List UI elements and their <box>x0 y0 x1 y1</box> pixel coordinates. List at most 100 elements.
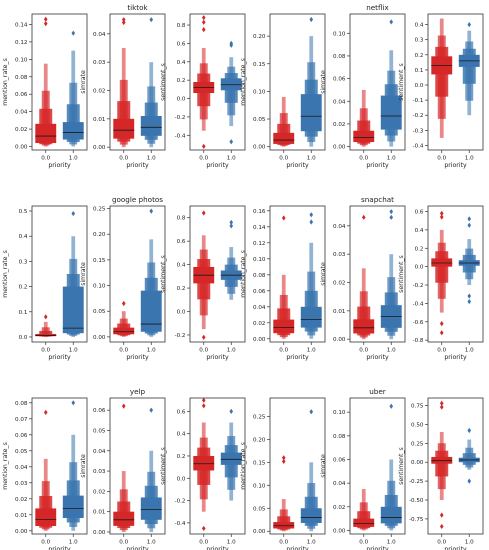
y-tick-label: 0.05 <box>15 449 28 455</box>
x-axis-label: priority <box>366 162 389 169</box>
series-0.0 <box>35 409 57 531</box>
y-tick-label: -0.2 <box>413 283 424 289</box>
series-0.0 <box>193 397 215 532</box>
box-level-4 <box>380 506 402 524</box>
y-tick-label: 0.08 <box>15 401 28 407</box>
y-tick-label: 0.3 <box>19 259 28 265</box>
x-tick-label: 0.0 <box>199 156 208 162</box>
y-tick-label: 0.10 <box>93 284 106 290</box>
box-level-3 <box>435 251 449 283</box>
box-level-4 <box>35 508 57 526</box>
series-0.0 <box>35 314 57 337</box>
outlier-point <box>439 330 444 336</box>
series-1.0 <box>380 19 402 147</box>
subplot-13: 0.00 0.01 0.02 0.03 0.04 0.05 0.06 0.07 0.08 0.0 1… <box>2 397 88 550</box>
y-tick-label: 0.2 <box>415 246 424 252</box>
y-tick-label: 0.10 <box>333 410 346 416</box>
outlier-point <box>121 403 126 409</box>
y-tick-label: 0.00 <box>333 145 346 151</box>
y-tick-label: 0.2 <box>177 454 186 460</box>
y-tick-label: -0.4 <box>413 143 424 149</box>
y-tick-label: -0.25 <box>409 479 424 485</box>
box-level-4 <box>353 319 375 334</box>
outlier-point <box>229 408 234 414</box>
x-tick-label: 1.0 <box>147 348 156 354</box>
series-1.0 <box>458 21 480 116</box>
y-tick-label: 0.04 <box>93 449 106 455</box>
x-tick-label: 0.0 <box>359 540 368 546</box>
x-tick-label: 0.0 <box>279 540 288 546</box>
y-tick-label: 0.00 <box>253 529 266 535</box>
axes-frame <box>189 13 246 151</box>
x-axis-label: priority <box>286 162 309 169</box>
y-axis-label: mention_rate_s <box>2 250 9 298</box>
x-tick-label: 0.0 <box>437 540 446 546</box>
y-tick-label: 0.10 <box>253 257 266 263</box>
box-level-4 <box>353 518 375 527</box>
outlier-point <box>149 17 154 23</box>
series-0.0 <box>273 455 295 532</box>
x-tick-label: 0.0 <box>119 156 128 162</box>
y-axis-label: simrate <box>320 262 327 286</box>
y-axis-label: sentiment_s <box>160 447 167 485</box>
series-1.0 <box>380 403 402 531</box>
outlier-point <box>439 512 444 518</box>
series-1.0 <box>62 30 84 147</box>
x-tick-label: 1.0 <box>387 156 396 162</box>
y-tick-label: 0.8 <box>177 216 186 222</box>
box-level-4 <box>140 497 162 520</box>
outlier-point <box>201 397 206 403</box>
y-tick-label: 0.75 <box>411 404 424 410</box>
outlier-point <box>149 208 154 214</box>
y-tick-label: -0.4 <box>175 521 186 527</box>
subplot-title: snapchat <box>361 195 394 204</box>
series-1.0 <box>300 409 322 532</box>
x-tick-label: 0.0 <box>41 156 50 162</box>
x-axis-label: priority <box>286 354 309 361</box>
y-axis-label: sentiment_s <box>160 255 167 293</box>
outlier-point <box>389 403 394 409</box>
y-axis-label: sentiment_s <box>398 447 405 485</box>
subplot-18: -0.75 -0.50 -0.25 0.00 0.25 0.50 0.75 0.0 1.0pri… <box>398 397 484 550</box>
subplot-1: 0.00 0.02 0.04 0.06 0.08 0.10 0.12 0.14 0.0 1.0pr… <box>2 13 88 169</box>
outlier-point <box>229 139 234 145</box>
subplot-title: google photos <box>112 195 163 204</box>
axes-frame <box>31 13 88 151</box>
box-level-4 <box>62 122 84 140</box>
series-1.0 <box>300 212 322 339</box>
x-tick-label: 0.0 <box>199 540 208 546</box>
y-tick-label: 0.10 <box>333 31 346 37</box>
y-tick-label: 0.15 <box>93 258 106 264</box>
x-axis-label: priority <box>48 546 71 550</box>
outlier-point <box>201 334 206 340</box>
y-tick-label: 0.01 <box>333 309 346 315</box>
y-tick-label: 0.08 <box>15 75 28 81</box>
series-0.0 <box>353 214 375 340</box>
subplot-title: netflix <box>366 3 389 12</box>
subplot-6: -0.4 -0.3 -0.2 -0.1 0.0 0.1 0.2 0.3 0.4 0.0 1.0pri… <box>398 13 484 169</box>
box-level-4 <box>220 452 242 465</box>
y-axis-label: simrate <box>320 454 327 478</box>
outlier-point <box>439 523 444 530</box>
y-tick-label: 0.06 <box>333 77 346 83</box>
series-0.0 <box>113 17 135 148</box>
y-tick-label: -0.2 <box>175 115 186 121</box>
box-level-4 <box>273 522 295 529</box>
y-tick-label: -0.6 <box>413 320 424 326</box>
outlier-point <box>201 143 206 149</box>
subplot-title: uber <box>369 387 386 396</box>
y-axis-label: sentiment_s <box>398 63 405 101</box>
x-tick-label: 1.0 <box>147 156 156 162</box>
y-axis-label: simrate <box>80 454 87 478</box>
y-tick-label: 0.04 <box>253 305 266 311</box>
x-tick-label: 0.0 <box>359 156 368 162</box>
y-tick-label: 0.25 <box>253 414 266 420</box>
subplot-10: 0.00 0.02 0.04 0.06 0.08 0.10 0.12 0.14 0.16 0.0 1… <box>240 205 326 361</box>
y-tick-label: 0.07 <box>15 417 28 423</box>
outlier-point <box>71 400 76 406</box>
x-tick-label: 1.0 <box>465 348 474 354</box>
